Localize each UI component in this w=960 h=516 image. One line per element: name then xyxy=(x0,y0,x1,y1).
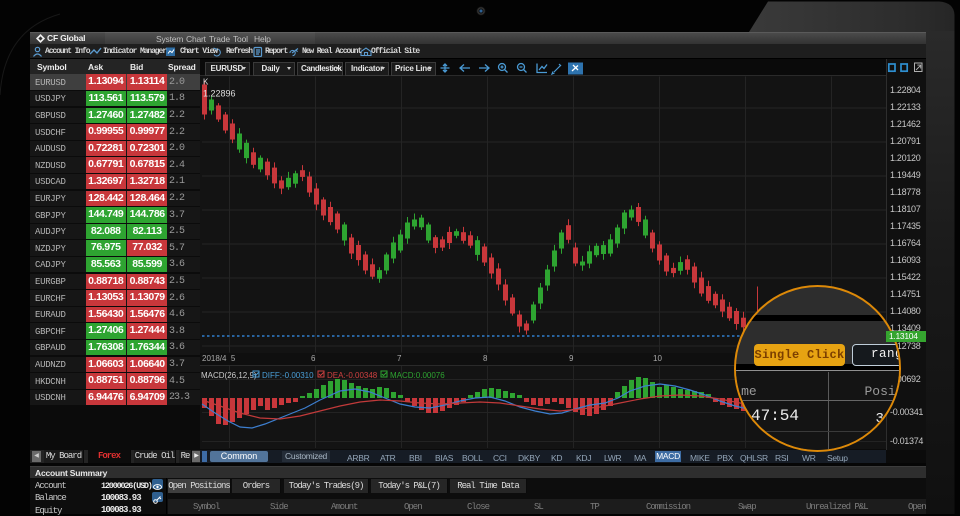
svg-text:K: K xyxy=(203,77,209,86)
svg-text:DEA:-0.00348: DEA:-0.00348 xyxy=(327,371,378,380)
svg-text:MACD(26,12,9): MACD(26,12,9) xyxy=(201,371,257,380)
svg-text:1.22896: 1.22896 xyxy=(203,88,236,98)
svg-text:DIFF:-0.00310: DIFF:-0.00310 xyxy=(262,371,314,380)
svg-text:MACD:0.00076: MACD:0.00076 xyxy=(390,371,445,380)
